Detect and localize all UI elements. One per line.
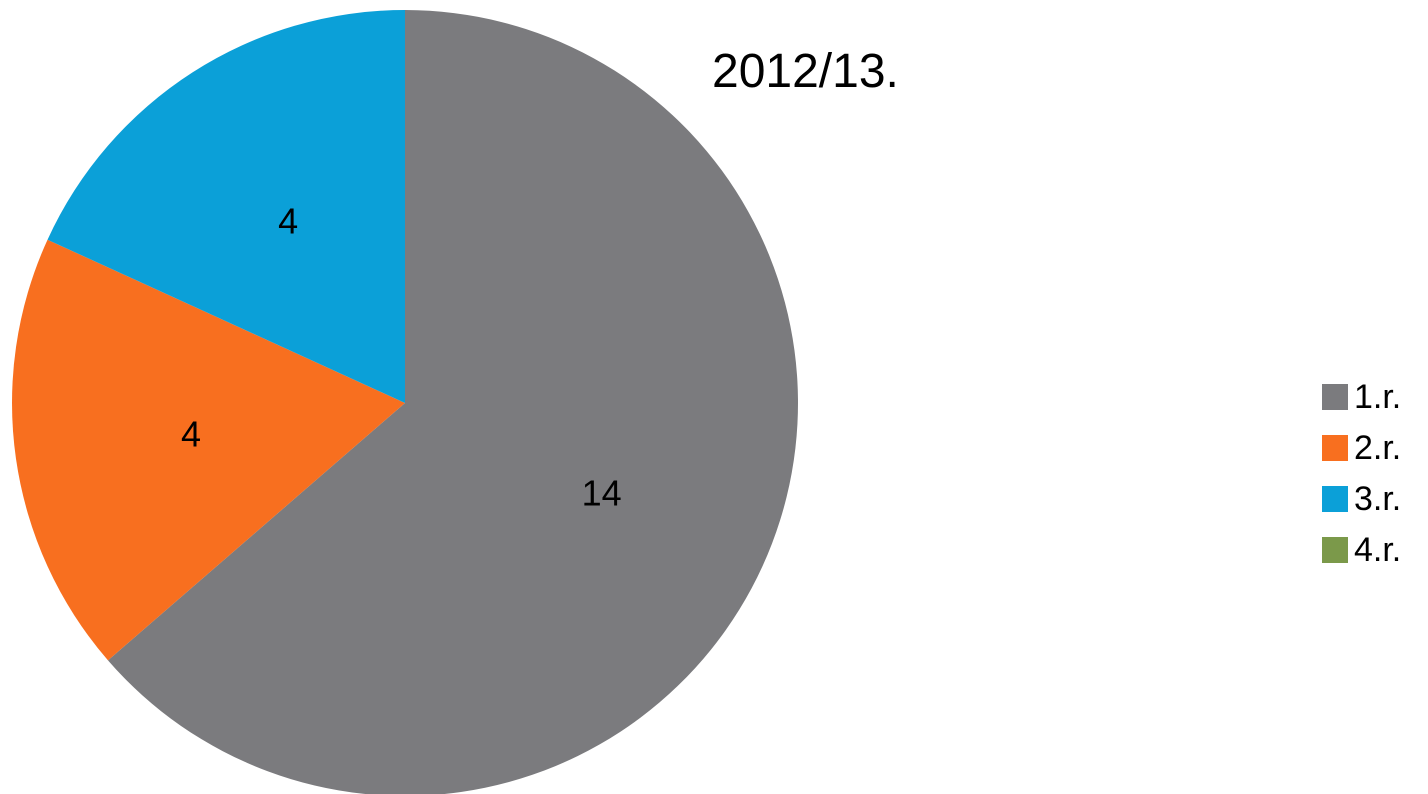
legend-swatch-3 (1322, 485, 1348, 512)
legend-swatch-2 (1322, 434, 1348, 461)
pie-data-label-1: 14 (582, 472, 622, 513)
legend-swatch-1 (1322, 383, 1348, 410)
pie-slice-1 (107, 10, 798, 794)
legend-item-1: 1.r. (1322, 371, 1401, 422)
legend-label-1: 1.r. (1354, 377, 1402, 416)
pie-slice-3 (47, 9, 406, 403)
pie-slice-2 (12, 239, 406, 661)
legend-label-3: 3.r. (1354, 479, 1402, 518)
legend-item-4: 4.r. (1322, 524, 1401, 575)
pie-data-label-3: 4 (278, 201, 298, 242)
legend-label-4: 4.r. (1354, 530, 1402, 569)
legend-swatch-4 (1322, 536, 1348, 563)
legend-item-3: 3.r. (1322, 473, 1401, 524)
legend-label-2: 2.r. (1354, 428, 1402, 467)
legend-item-2: 2.r. (1322, 422, 1401, 473)
chart-legend: 1.r. 2.r. 3.r. 4.r. (1322, 371, 1401, 575)
pie-data-label-2: 4 (181, 413, 201, 454)
pie-data-labels: 14 4 4 (181, 201, 622, 514)
pie-slices (12, 9, 798, 794)
chart-title: 2012/13. (712, 45, 899, 98)
